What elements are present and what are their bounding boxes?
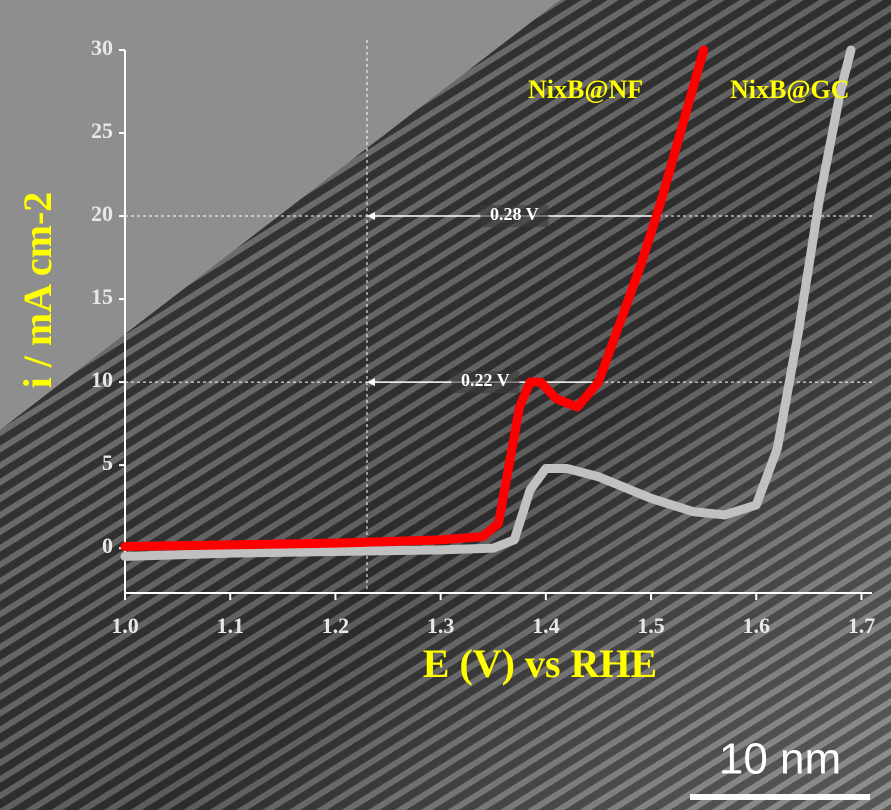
- x-tick-label: 1.2: [322, 613, 350, 638]
- y-tick-label: 0: [102, 533, 113, 558]
- annotation-label: 0.28 V: [490, 204, 539, 224]
- x-tick-label: 1.0: [111, 613, 139, 638]
- y-tick-label: 5: [102, 450, 113, 475]
- legend-label: NixB@GC: [730, 75, 850, 104]
- x-tick-label: 1.1: [216, 613, 244, 638]
- y-axis-label: i / mA cm-2: [15, 192, 60, 389]
- x-tick-label: 1.4: [532, 613, 560, 638]
- y-tick-label: 15: [91, 284, 113, 309]
- chart: 0 5 10 15 20 25 30 1.0 1.1 1.2 1.3 1.4 1.5 1.6 1.7 E (V…: [0, 0, 891, 810]
- annotation-label: 0.22 V: [461, 370, 510, 390]
- x-tick-label: 1.6: [743, 613, 771, 638]
- x-tick-label: 1.3: [427, 613, 455, 638]
- x-tick-label: 1.7: [848, 613, 876, 638]
- legend-label: NixB@NF: [528, 75, 643, 104]
- x-tick-label: 1.5: [637, 613, 665, 638]
- scale-bar-label: 10 nm: [719, 735, 841, 784]
- y-tick-label: 30: [91, 35, 113, 60]
- y-tick-label: 20: [91, 201, 113, 226]
- x-axis-label: E (V) vs RHE: [423, 641, 657, 686]
- y-tick-label: 10: [91, 367, 113, 392]
- y-tick-label: 25: [91, 118, 113, 143]
